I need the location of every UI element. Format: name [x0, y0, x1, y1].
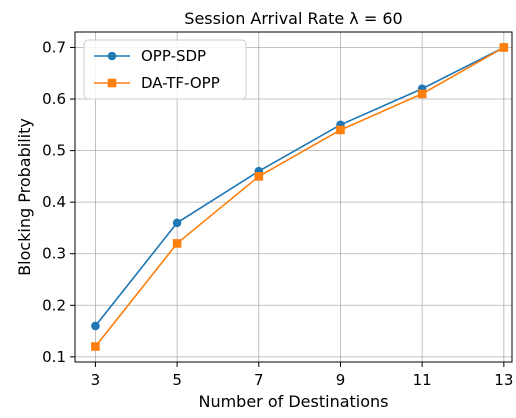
data-point	[91, 321, 100, 331]
y-tick-label: 0.4	[42, 193, 66, 211]
series-layer	[91, 43, 509, 351]
y-axis-label: Blocking Probability	[15, 118, 34, 276]
x-axis-label: Number of Destinations	[198, 392, 388, 411]
y-tick-label: 0.1	[42, 348, 66, 366]
data-point	[254, 172, 264, 181]
y-tick-label: 0.7	[42, 38, 66, 56]
data-point	[172, 218, 182, 228]
plot-frame	[74, 31, 513, 363]
x-tick-label: 13	[494, 371, 513, 389]
data-point	[336, 125, 345, 135]
data-point	[91, 342, 100, 351]
legend-label: DA-TF-OPP	[141, 74, 220, 92]
x-tick-label: 7	[254, 371, 264, 389]
y-tick-label: 0.5	[42, 142, 66, 160]
legend-marker	[107, 78, 117, 88]
legend: OPP-SDP DA-TF-OPP	[83, 39, 247, 100]
series-line-1	[94, 46, 505, 348]
data-point	[499, 43, 509, 52]
data-point	[172, 239, 182, 248]
y-tick-label: 0.3	[42, 245, 66, 263]
x-tick-label: 11	[413, 371, 432, 389]
y-tick-label: 0.2	[42, 296, 66, 314]
ticks: 3 5 7 9 11 13 0.1 0.2 0.3 0.4 0.5 0.6 0.7	[42, 38, 513, 389]
y-tick-label: 0.6	[42, 90, 66, 108]
chart-title: Session Arrival Rate λ = 60	[184, 9, 402, 28]
x-tick-label: 5	[172, 371, 182, 389]
data-point	[417, 89, 427, 99]
x-tick-label: 3	[91, 371, 101, 389]
x-tick-label: 9	[336, 371, 346, 389]
legend-marker	[107, 51, 117, 61]
series-line-0	[94, 46, 505, 327]
legend-label: OPP-SDP	[141, 47, 206, 65]
legend-box	[83, 39, 247, 100]
